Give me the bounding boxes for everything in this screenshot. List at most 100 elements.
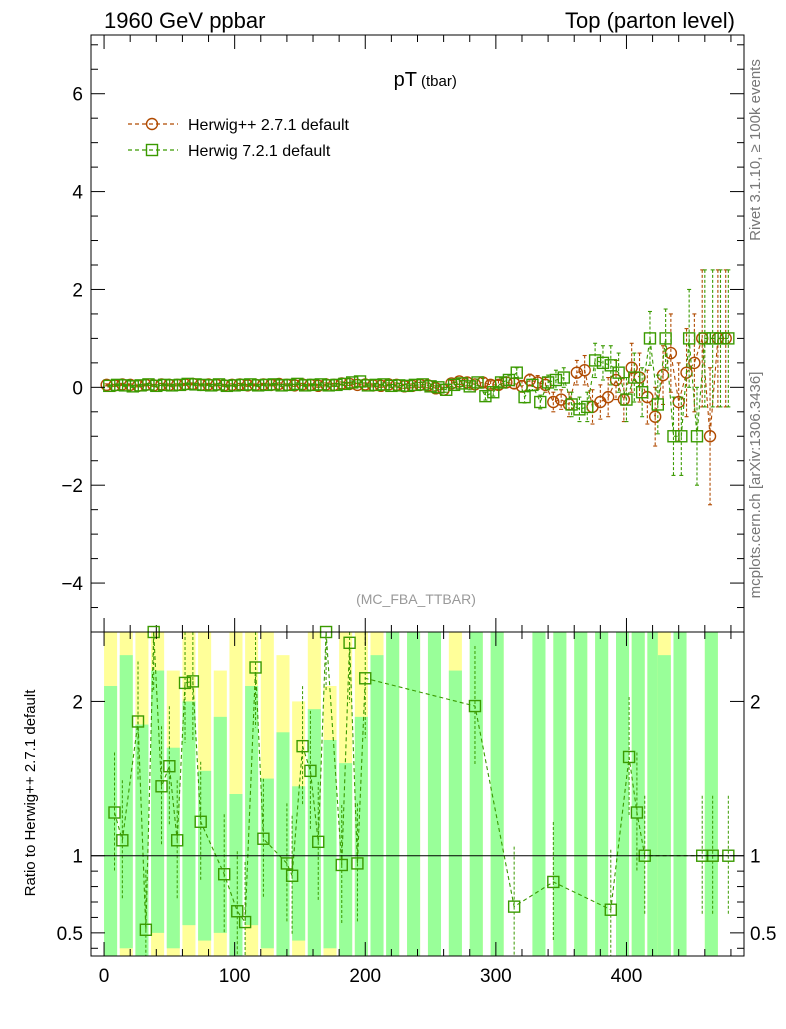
- data-point-square: [220, 379, 234, 393]
- data-point-square: [588, 354, 602, 367]
- data-point-square: [690, 430, 704, 443]
- ratio-band-inner: [448, 670, 462, 956]
- data-point-square: [479, 389, 492, 403]
- data-point-square: [173, 378, 187, 392]
- ratio-point-square: [296, 739, 309, 753]
- ratio-ylabel: Ratio to Herwig++ 2.7.1 default: [22, 689, 39, 897]
- data-point-square: [510, 366, 523, 379]
- legend-label-1: Herwig++ 2.7.1 default: [188, 117, 350, 134]
- data-point-square: [643, 332, 657, 345]
- data-point-square: [275, 379, 288, 392]
- data-point-square: [346, 376, 359, 389]
- x-tick-label: 200: [349, 966, 381, 987]
- ratio-y-tick-label-right: 2: [750, 692, 761, 713]
- data-point-square: [620, 393, 633, 406]
- legend-entry-herwig-pp: Herwig++ 2.7.1 default: [128, 117, 350, 134]
- ratio-point-square: [231, 905, 244, 918]
- data-point-square: [134, 379, 147, 392]
- legend-entry-herwig7: Herwig 7.2.1 default: [128, 143, 331, 160]
- y-tick-label: 0: [72, 378, 83, 399]
- ratio-band-inner: [276, 732, 290, 956]
- ratio-band-inner: [166, 747, 180, 949]
- x-tick-label: 100: [219, 966, 251, 987]
- data-point-square: [267, 378, 281, 391]
- legend: Herwig++ 2.7.1 default Herwig 7.2.1 defa…: [128, 117, 350, 160]
- data-point-square: [291, 377, 304, 391]
- data-point-square: [432, 381, 445, 394]
- data-point-square: [150, 379, 163, 393]
- ratio-point-square: [186, 675, 200, 688]
- data-point-circle: [703, 430, 717, 443]
- data-point-square: [541, 376, 555, 389]
- data-point-square: [361, 379, 375, 392]
- data-point-square: [369, 378, 382, 392]
- data-point-square: [581, 400, 594, 414]
- ratio-point-square: [139, 923, 153, 936]
- data-point-circle: [625, 361, 638, 374]
- rivet-label: Rivet 3.1.10, ≥ 100k events: [747, 59, 764, 241]
- ratio-y-tick-label: 1: [72, 847, 83, 868]
- data-point-square: [628, 371, 641, 384]
- x-tick-label: 400: [611, 966, 643, 987]
- data-point-square: [400, 379, 414, 393]
- ratio-band-inner: [631, 632, 645, 956]
- ratio-band-inner: [213, 716, 227, 933]
- data-point-circle: [562, 398, 576, 411]
- data-point-square: [393, 379, 406, 392]
- ratio-point-square: [257, 832, 270, 845]
- data-point-square: [604, 359, 617, 372]
- ratio-point-square: [170, 834, 184, 847]
- ratio-band-inner: [616, 632, 630, 956]
- data-point-square: [110, 378, 124, 392]
- data-point-circle: [672, 395, 685, 409]
- header-right: Top (parton level): [565, 8, 735, 33]
- data-point-circle: [688, 356, 701, 370]
- data-point-circle: [578, 364, 591, 377]
- ratio-point-square: [630, 806, 644, 819]
- plot-title-sub: (tbar): [421, 73, 457, 90]
- data-point-square: [189, 378, 202, 391]
- ratio-band-inner: [292, 786, 306, 941]
- ratio-point-square: [238, 915, 252, 929]
- data-point-square: [455, 377, 469, 390]
- ratio-point-square: [285, 869, 299, 882]
- data-point-square: [103, 379, 116, 393]
- ratio-point-square: [249, 661, 262, 674]
- y-tick-label: 4: [72, 183, 83, 204]
- ratio-y-tick-label-right: 0.5: [750, 924, 776, 945]
- data-point-square: [322, 379, 335, 392]
- ratio-band-inner: [407, 632, 421, 956]
- ratio-band-inner: [245, 686, 259, 926]
- ratio-point-square: [351, 857, 364, 870]
- data-point-square: [714, 332, 727, 345]
- data-point-square: [549, 373, 563, 387]
- ratio-band-inner: [574, 632, 588, 956]
- data-point-square: [659, 332, 672, 345]
- data-point-square: [534, 395, 547, 409]
- data-point-square: [353, 375, 367, 388]
- data-point-square: [157, 378, 171, 392]
- data-point-square: [487, 386, 500, 399]
- ratio-point-square: [108, 806, 121, 819]
- mcplots-label: mcplots.cern.ch [arXiv:1306.3436]: [747, 372, 764, 599]
- data-point-square: [682, 332, 696, 345]
- ratio-band-inner: [104, 686, 118, 956]
- ratio-band-inner: [370, 655, 384, 956]
- ratio-point-square: [163, 760, 176, 773]
- ratio-band-inner: [657, 655, 671, 956]
- x-tick-label: 0: [99, 966, 110, 987]
- legend-square-icon: [145, 143, 159, 157]
- ratio-band-inner: [595, 632, 609, 956]
- data-point-square: [596, 356, 610, 370]
- ratio-point-square: [304, 764, 317, 778]
- ratio-point-square: [155, 780, 168, 793]
- data-point-circle: [601, 390, 615, 404]
- data-point-square: [557, 371, 570, 384]
- ratio-point-square: [335, 858, 348, 872]
- data-point-square: [722, 332, 735, 345]
- y-tick-label: −4: [61, 574, 83, 595]
- data-point-square: [118, 379, 132, 392]
- ratio-y-tick-label: 0.5: [57, 924, 83, 945]
- data-point-circle: [648, 410, 662, 423]
- ratio-plot: 0.5 0.5 1 1 2 2 0 100 200 300 400: [57, 625, 776, 987]
